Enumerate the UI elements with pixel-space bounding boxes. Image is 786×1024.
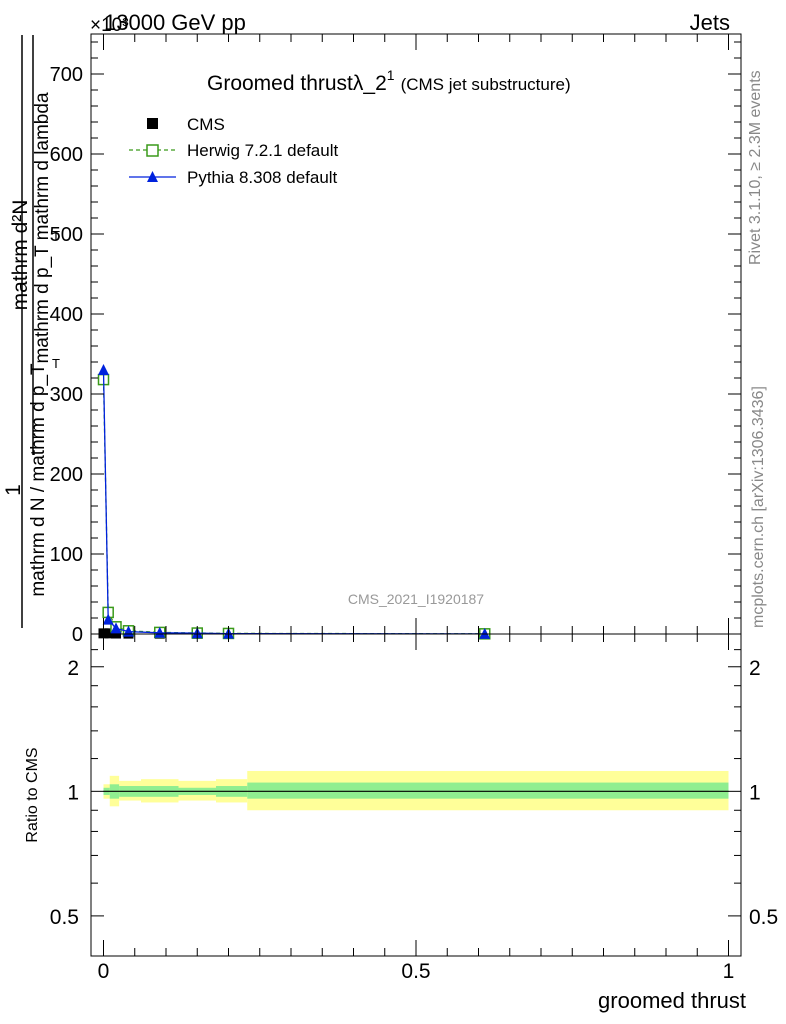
legend-marker-cms <box>147 118 158 129</box>
main-y-tick-label: 0 <box>72 624 83 646</box>
ylabel-bottom-subscript: T <box>52 356 60 371</box>
ylabel-bottom: mathrm d N / mathrm d p_T <box>28 363 49 597</box>
x-tick-label: 0.5 <box>401 960 430 983</box>
main-y-tick-label: 700 <box>50 64 83 86</box>
legend-label-herwig: Herwig 7.2.1 default <box>187 141 338 160</box>
pythia-data-point <box>98 364 109 375</box>
legend: CMS Herwig 7.2.1 default Pythia 8.308 de… <box>129 115 338 187</box>
main-axis-ticks <box>91 34 741 635</box>
ratio-y-axis-label: Ratio to CMS <box>24 747 41 842</box>
ratio-y-tick-label: 2 <box>67 657 79 680</box>
legend-label-pythia: Pythia 8.308 default <box>187 168 338 187</box>
header-process-label: 13000 GeV pp <box>104 10 246 35</box>
main-y-axis-label: 1 mathrm d²N mathrm d p_T mathrm d lambd… <box>2 35 60 628</box>
plot-title: Groomed thrustλ_21 (CMS jet substructure) <box>207 67 571 95</box>
plot-title-subtitle: (CMS jet substructure) <box>401 75 571 94</box>
main-y-tick-labels: 0 100 200 300 400 500 600 700 <box>50 64 83 646</box>
ratio-y-tick-label-right: 0.5 <box>749 906 778 929</box>
rivet-version-label: Rivet 3.1.10, ≥ 2.3M events <box>747 70 764 265</box>
legend-marker-herwig <box>146 144 159 157</box>
pythia-data-point <box>102 613 114 625</box>
ylabel-denominator-subscript: T <box>52 228 60 243</box>
main-y-tick-label: 400 <box>50 304 83 326</box>
main-y-tick-label: 200 <box>50 464 83 486</box>
ratio-y-tick-label-right: 2 <box>749 657 761 680</box>
main-y-tick-label: 500 <box>50 224 83 246</box>
ratio-panel: 0.5 0.5 1 1 2 2 0 0.5 1 Ratio to CMS groomed thr… <box>24 633 778 1013</box>
y-axis-exponent: ×10³ <box>90 15 129 36</box>
main-y-tick-label: 600 <box>50 144 83 166</box>
legend-label-cms: CMS <box>187 115 225 134</box>
pythia-data-point <box>154 626 166 638</box>
cms-data-point <box>104 628 115 639</box>
header-category-label: Jets <box>690 10 730 35</box>
legend-marker-pythia <box>147 171 158 182</box>
ylabel-denominator: mathrm d p_T mathrm d lambda <box>32 92 53 363</box>
ratio-plot-area <box>103 770 729 811</box>
ratio-stat-band <box>247 782 729 799</box>
ratio-y-tick-label-right: 1 <box>749 781 761 804</box>
plot-title-main: Groomed thrustλ_2 <box>207 72 387 95</box>
pythia-data-point <box>110 622 122 634</box>
ylabel-numerator: mathrm d²N <box>9 200 32 311</box>
mcplots-credit-label: mcplots.cern.ch [arXiv:1306.3436] <box>750 386 767 628</box>
analysis-watermark: CMS_2021_I1920187 <box>348 591 484 607</box>
main-panel: 0 100 200 300 400 500 600 700 Groomed thrustλ_2… <box>2 33 742 646</box>
ratio-y-tick-label: 1 <box>67 781 79 804</box>
main-y-tick-label: 100 <box>50 544 83 566</box>
ratio-tick-labels: 0.5 0.5 1 1 2 2 0 0.5 1 <box>50 657 778 983</box>
x-tick-label: 1 <box>723 960 735 983</box>
main-y-tick-label: 300 <box>50 384 83 406</box>
x-tick-label: 0 <box>98 960 110 983</box>
ratio-y-tick-label: 0.5 <box>50 906 79 929</box>
plot-title-superscript: 1 <box>387 67 395 83</box>
x-axis-label: groomed thrust <box>598 988 746 1013</box>
ratio-axis-ticks <box>91 634 741 956</box>
ylabel-prefactor: 1 <box>2 484 25 496</box>
pythia-data-point <box>479 627 491 639</box>
